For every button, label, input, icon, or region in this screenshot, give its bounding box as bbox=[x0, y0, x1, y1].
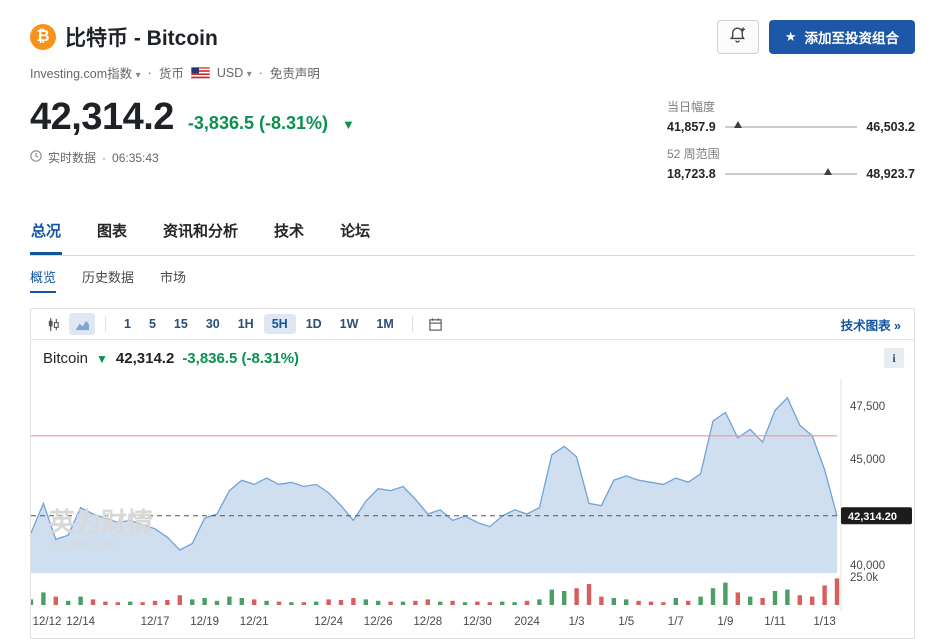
instrument-meta: Investing.com指数 ▾ · 货币 USD ▾ · 免责声明 bbox=[30, 63, 915, 82]
dot-separator: · bbox=[147, 65, 152, 80]
chevron-down-icon: ▾ bbox=[135, 70, 141, 81]
svg-text:1/11: 1/11 bbox=[764, 616, 786, 628]
technical-chart-link[interactable]: 技术图表 » bbox=[840, 318, 901, 333]
svg-text:12/24: 12/24 bbox=[314, 616, 343, 628]
svg-text:12/12: 12/12 bbox=[33, 616, 62, 628]
info-icon[interactable]: i bbox=[884, 348, 904, 368]
interval-buttons: 1 5 15 30 1H 5H 1D 1W 1M bbox=[116, 314, 402, 334]
svg-text:45,000: 45,000 bbox=[850, 454, 885, 466]
quote-time: 06:35:43 bbox=[112, 150, 159, 165]
interval-5[interactable]: 5 bbox=[148, 317, 156, 331]
clock-icon bbox=[30, 150, 42, 165]
svg-text:47,500: 47,500 bbox=[850, 401, 885, 413]
tab-2[interactable]: 图表 bbox=[97, 223, 128, 240]
down-arrow-icon: ▼ bbox=[342, 117, 355, 132]
dot-separator: · bbox=[102, 150, 107, 165]
calendar-icon[interactable] bbox=[423, 313, 449, 335]
week52-range-label: 52 周范围 bbox=[667, 147, 720, 161]
svg-text:1/13: 1/13 bbox=[813, 616, 835, 628]
svg-text:12/28: 12/28 bbox=[413, 616, 442, 628]
chart-legend: Bitcoin ▼ 42,314.2 -3,836.5 (-8.31%) i bbox=[31, 340, 914, 371]
realtime-label: 实时数据 bbox=[48, 151, 97, 165]
chart-widget: 1 5 15 30 1H 5H 1D 1W 1M 技术图表 » Bitcoin ▼ 42,314… bbox=[28, 308, 915, 639]
legend-down-arrow-icon: ▼ bbox=[96, 351, 108, 366]
add-to-portfolio-label: 添加至投资组合 bbox=[804, 31, 900, 46]
day-range-high: 46,503.2 bbox=[866, 120, 915, 134]
page-header: ₿ 比特币 - Bitcoin ★ 添加至投资组合 bbox=[30, 20, 915, 54]
svg-text:25.0k: 25.0k bbox=[850, 572, 878, 584]
toolbar-separator bbox=[411, 316, 413, 332]
main-tabs: 总况 图表 资讯和分析 技术 论坛 bbox=[30, 211, 915, 256]
week52-range-high: 48,923.7 bbox=[866, 167, 915, 181]
svg-text:12/26: 12/26 bbox=[364, 616, 393, 628]
week52-range-track bbox=[724, 168, 858, 175]
disclaimer-link[interactable]: 免责声明 bbox=[269, 67, 320, 81]
tab-4[interactable]: 技术 bbox=[274, 223, 305, 240]
svg-text:40,000: 40,000 bbox=[850, 560, 885, 572]
page-title: 比特币 - Bitcoin bbox=[65, 27, 218, 50]
interval-1d[interactable]: 1D bbox=[305, 317, 322, 331]
interval-1[interactable]: 1 bbox=[124, 317, 131, 331]
svg-text:1/3: 1/3 bbox=[569, 616, 585, 628]
subtab-2[interactable]: 历史数据 bbox=[82, 270, 135, 285]
day-range-marker bbox=[733, 121, 742, 128]
tab-1[interactable]: 总况 bbox=[30, 211, 63, 255]
svg-text:12/30: 12/30 bbox=[463, 616, 492, 628]
currency-dropdown[interactable]: USD ▾ bbox=[216, 65, 252, 80]
interval-1w[interactable]: 1W bbox=[339, 317, 359, 331]
subtab-3[interactable]: 市场 bbox=[160, 270, 187, 285]
week52-range-marker bbox=[824, 168, 833, 175]
quote-section: 42,314.2 -3,836.5 (-8.31%) ▼ 实时数据 · 06:3… bbox=[30, 96, 915, 181]
day-range-low: 41,857.9 bbox=[667, 120, 716, 134]
svg-text:Investing.com: Investing.com bbox=[51, 538, 119, 550]
add-to-portfolio-button[interactable]: ★ 添加至投资组合 bbox=[768, 20, 915, 54]
tab-3[interactable]: 资讯和分析 bbox=[163, 223, 239, 240]
bell-plus-icon bbox=[728, 25, 747, 49]
sub-tabs: 概览 历史数据 市场 bbox=[30, 267, 915, 293]
svg-text:42,314.20: 42,314.20 bbox=[848, 511, 897, 523]
svg-text:1/9: 1/9 bbox=[717, 616, 733, 628]
interval-15[interactable]: 15 bbox=[173, 317, 188, 331]
us-flag-icon bbox=[190, 66, 210, 79]
dot-separator: · bbox=[258, 65, 263, 80]
svg-text:2024: 2024 bbox=[514, 616, 540, 628]
currency-label: 货币 bbox=[158, 67, 184, 81]
interval-1m[interactable]: 1M bbox=[376, 317, 394, 331]
price-change: -3,836.5 (-8.31%) bbox=[187, 113, 328, 133]
create-alert-button[interactable] bbox=[716, 20, 759, 54]
svg-text:12/14: 12/14 bbox=[66, 616, 95, 628]
candlestick-chart-icon[interactable] bbox=[40, 313, 66, 335]
ranges-panel: 当日幅度 41,857.9 46,503.2 52 周范围 18,723.8 4… bbox=[667, 98, 915, 181]
chevron-down-icon: ▾ bbox=[246, 68, 252, 80]
day-range-label: 当日幅度 bbox=[667, 100, 716, 114]
area-chart-icon[interactable] bbox=[69, 313, 95, 335]
svg-text:1/7: 1/7 bbox=[668, 616, 684, 628]
interval-30[interactable]: 30 bbox=[205, 317, 220, 331]
bitcoin-logo-icon: ₿ bbox=[30, 24, 56, 50]
legend-price: 42,314.2 bbox=[115, 350, 175, 367]
legend-symbol: Bitcoin bbox=[43, 350, 89, 367]
day-range-track bbox=[724, 121, 858, 128]
chart-area: 47,500 45,000 40,000 25.0k 42,314.20 12/12 12/… bbox=[28, 371, 914, 638]
last-price: 42,314.2 bbox=[30, 96, 174, 138]
svg-text:英为财情: 英为财情 bbox=[49, 507, 153, 537]
interval-1h[interactable]: 1H bbox=[237, 317, 254, 331]
chart-toolbar: 1 5 15 30 1H 5H 1D 1W 1M 技术图表 » bbox=[31, 309, 914, 340]
svg-text:12/17: 12/17 bbox=[141, 616, 170, 628]
svg-text:12/19: 12/19 bbox=[190, 616, 219, 628]
subtab-1[interactable]: 概览 bbox=[30, 267, 57, 293]
star-icon: ★ bbox=[784, 29, 797, 44]
tab-5[interactable]: 论坛 bbox=[340, 223, 371, 240]
week52-range-low: 18,723.8 bbox=[667, 167, 716, 181]
legend-change: -3,836.5 (-8.31%) bbox=[182, 350, 300, 367]
svg-text:12/21: 12/21 bbox=[240, 616, 269, 628]
index-source-dropdown[interactable]: Investing.com指数 ▾ bbox=[30, 67, 141, 81]
svg-text:1/5: 1/5 bbox=[618, 616, 634, 628]
interval-5h[interactable]: 5H bbox=[263, 314, 296, 334]
toolbar-separator bbox=[105, 316, 106, 332]
